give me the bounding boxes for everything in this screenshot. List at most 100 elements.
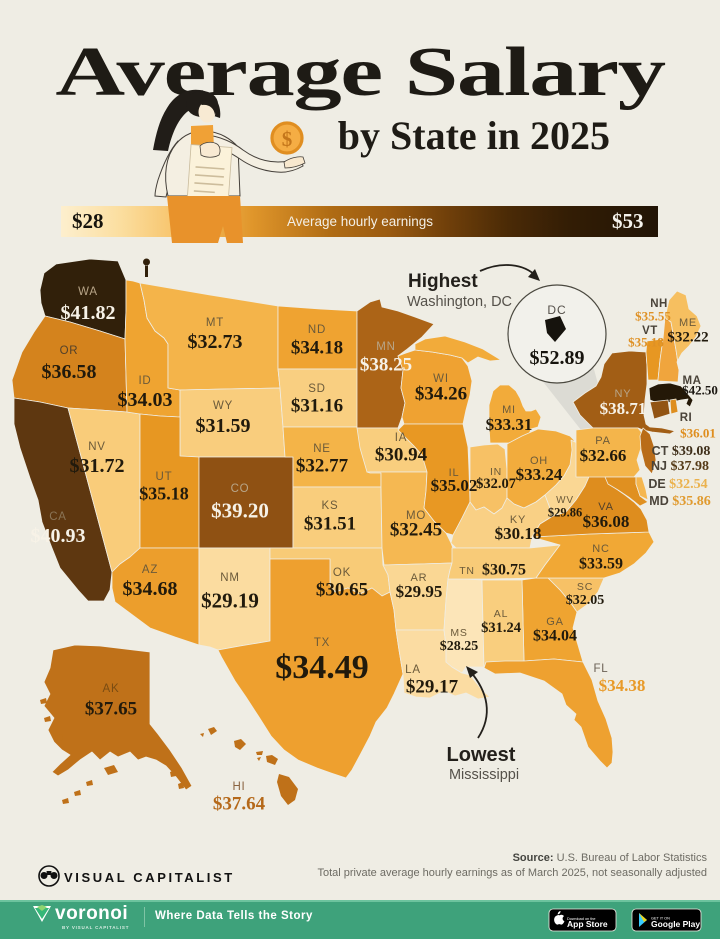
svg-text:RI: RI <box>680 412 693 424</box>
svg-text:TN: TN <box>459 565 475 577</box>
svg-text:IA: IA <box>395 432 407 444</box>
svg-text:$34.38: $34.38 <box>599 676 646 695</box>
svg-text:$28.25: $28.25 <box>440 639 479 654</box>
svg-text:$52.89: $52.89 <box>530 347 585 369</box>
svg-text:$30.18: $30.18 <box>495 524 542 543</box>
svg-text:NJ $37.98: NJ $37.98 <box>651 459 709 474</box>
svg-text:$31.51: $31.51 <box>304 514 356 535</box>
svg-text:Mississippi: Mississippi <box>449 767 519 783</box>
svg-text:ND: ND <box>308 324 326 336</box>
svg-text:$31.59: $31.59 <box>196 415 251 437</box>
svg-text:$38.25: $38.25 <box>360 355 412 376</box>
svg-text:MS: MS <box>450 627 467 639</box>
svg-text:NC: NC <box>592 543 610 555</box>
svg-text:UT: UT <box>156 471 173 483</box>
svg-text:Lowest: Lowest <box>447 744 516 766</box>
svg-text:ME: ME <box>679 317 697 329</box>
svg-text:AK: AK <box>103 683 120 695</box>
svg-text:$39.20: $39.20 <box>211 498 269 522</box>
svg-text:MA: MA <box>683 375 702 387</box>
svg-text:TX: TX <box>314 637 330 649</box>
svg-text:$31.72: $31.72 <box>70 455 125 477</box>
svg-text:$36.58: $36.58 <box>42 361 97 383</box>
svg-text:$30.94: $30.94 <box>375 445 428 466</box>
svg-text:MD $35.86: MD $35.86 <box>649 494 710 509</box>
svg-text:OR: OR <box>60 345 79 357</box>
svg-text:$35.02: $35.02 <box>431 476 478 495</box>
svg-text:GET IT ON: GET IT ON <box>651 917 670 921</box>
svg-text:$32.05: $32.05 <box>566 593 605 608</box>
svg-text:MO: MO <box>406 510 426 522</box>
svg-text:SD: SD <box>308 383 326 395</box>
svg-text:WY: WY <box>213 400 233 412</box>
svg-text:AZ: AZ <box>142 564 158 576</box>
svg-text:$33.24: $33.24 <box>516 465 563 484</box>
svg-text:CO: CO <box>231 483 250 495</box>
svg-text:$40.93: $40.93 <box>31 525 86 547</box>
svg-text:$38.71: $38.71 <box>600 399 647 418</box>
svg-text:CA: CA <box>49 511 67 523</box>
svg-text:$34.49: $34.49 <box>275 649 369 686</box>
svg-text:AL: AL <box>494 608 508 620</box>
svg-text:$41.82: $41.82 <box>61 302 116 324</box>
svg-text:$31.24: $31.24 <box>481 620 521 636</box>
svg-text:NY: NY <box>615 388 632 400</box>
svg-text:$: $ <box>282 127 293 151</box>
svg-text:$33.31: $33.31 <box>486 415 533 434</box>
svg-text:$34.03: $34.03 <box>118 389 173 411</box>
svg-text:OK: OK <box>333 567 351 579</box>
svg-text:Highest: Highest <box>408 271 478 292</box>
svg-text:PA: PA <box>595 435 610 447</box>
svg-text:$29.95: $29.95 <box>396 582 443 601</box>
svg-text:$37.64: $37.64 <box>213 794 266 815</box>
svg-text:OH: OH <box>530 455 548 467</box>
svg-text:$42.50: $42.50 <box>682 383 718 398</box>
svg-text:$34.18: $34.18 <box>291 338 343 359</box>
svg-text:SC: SC <box>577 581 593 593</box>
svg-text:WI: WI <box>433 373 449 385</box>
svg-text:$32.66: $32.66 <box>580 446 627 465</box>
svg-text:AR: AR <box>411 572 428 584</box>
svg-text:$37.65: $37.65 <box>85 699 137 720</box>
svg-text:$35.18: $35.18 <box>139 483 189 503</box>
svg-text:App Store: App Store <box>567 919 608 929</box>
svg-text:$32.45: $32.45 <box>390 520 442 541</box>
svg-text:LA: LA <box>405 664 421 676</box>
svg-text:$34.04: $34.04 <box>533 628 577 645</box>
svg-text:NV: NV <box>88 441 106 453</box>
svg-text:CT $39.08: CT $39.08 <box>652 444 711 459</box>
svg-text:MN: MN <box>376 341 396 353</box>
svg-text:ID: ID <box>138 375 151 387</box>
svg-text:MI: MI <box>502 404 516 416</box>
svg-text:$29.86: $29.86 <box>548 505 582 519</box>
svg-text:$32.07: $32.07 <box>476 476 516 492</box>
svg-text:GA: GA <box>546 616 564 628</box>
svg-text:$34.68: $34.68 <box>123 578 178 600</box>
svg-text:DC: DC <box>547 303 566 317</box>
svg-text:$30.75: $30.75 <box>482 562 526 579</box>
svg-text:Download on the: Download on the <box>567 917 596 921</box>
svg-text:FL: FL <box>593 663 608 675</box>
svg-text:HI: HI <box>232 781 245 793</box>
svg-text:VT: VT <box>642 325 658 337</box>
svg-text:$29.17: $29.17 <box>406 677 459 698</box>
svg-text:NM: NM <box>220 572 240 584</box>
svg-text:$32.22: $32.22 <box>667 329 708 345</box>
svg-text:VA: VA <box>598 501 613 513</box>
svg-text:$35.18: $35.18 <box>628 335 664 350</box>
svg-text:$34.26: $34.26 <box>415 384 467 405</box>
svg-text:KS: KS <box>322 500 339 512</box>
svg-text:$36.01: $36.01 <box>680 426 716 441</box>
svg-text:Washington, DC: Washington, DC <box>407 294 512 310</box>
svg-text:IN: IN <box>490 466 502 478</box>
svg-text:$36.08: $36.08 <box>583 512 630 531</box>
svg-text:MT: MT <box>206 317 224 329</box>
svg-text:$33.59: $33.59 <box>579 556 623 573</box>
svg-text:NH: NH <box>650 298 668 310</box>
svg-text:KY: KY <box>510 514 526 526</box>
svg-text:WV: WV <box>556 495 574 506</box>
svg-text:WA: WA <box>78 286 98 298</box>
svg-text:$30.65: $30.65 <box>316 580 368 601</box>
svg-text:$32.77: $32.77 <box>296 456 349 477</box>
svg-text:$32.73: $32.73 <box>188 331 243 353</box>
